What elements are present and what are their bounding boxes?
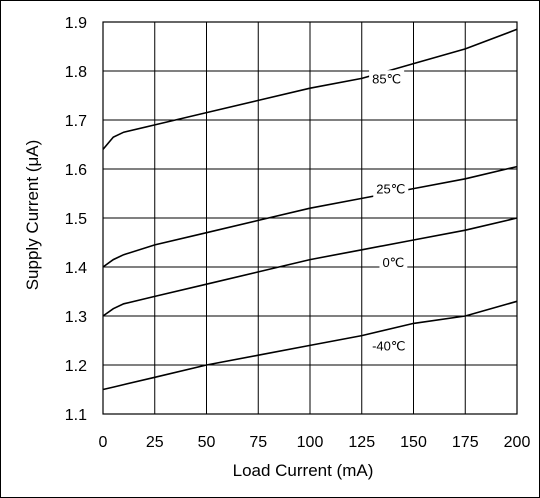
y-tick-label: 1.7: [65, 113, 87, 130]
x-tick-label: 200: [504, 434, 531, 451]
y-tick-label: 1.4: [65, 260, 87, 277]
series-label-background: [373, 180, 409, 198]
y-tick-label: 1.3: [65, 309, 87, 326]
series-label: 85℃: [372, 71, 401, 86]
series-label: 25℃: [376, 182, 405, 197]
x-tick-label: 100: [297, 434, 324, 451]
y-axis-title: Supply Current (μA): [23, 140, 42, 291]
y-tick-label: 1.1: [65, 407, 87, 424]
y-tick-label: 1.5: [65, 211, 87, 228]
series-label-background: [379, 254, 408, 271]
y-tick-label: 1.9: [65, 15, 87, 32]
y-tick-label: 1.8: [65, 64, 87, 81]
series-line: [102, 165, 518, 268]
series-line: [102, 217, 518, 317]
x-tick-label: 150: [400, 434, 427, 451]
x-tick-label: 75: [249, 434, 267, 451]
x-tick-label: 50: [198, 434, 216, 451]
x-axis-title: Load Current (mA): [233, 461, 374, 480]
x-tick-label: 25: [146, 434, 164, 451]
series-label-background: [369, 337, 409, 355]
y-tick-label: 1.6: [65, 162, 87, 179]
series-label: -40℃: [372, 338, 405, 353]
x-tick-label: 125: [348, 434, 375, 451]
series-line: [102, 28, 518, 150]
x-tick-label: 0: [99, 434, 108, 451]
series-label-background: [369, 70, 405, 88]
series-line: [102, 300, 518, 391]
plot-area: [102, 21, 518, 415]
x-tick-label: 175: [452, 434, 479, 451]
y-tick-label: 1.2: [65, 358, 87, 375]
series-label: 0℃: [382, 255, 404, 270]
